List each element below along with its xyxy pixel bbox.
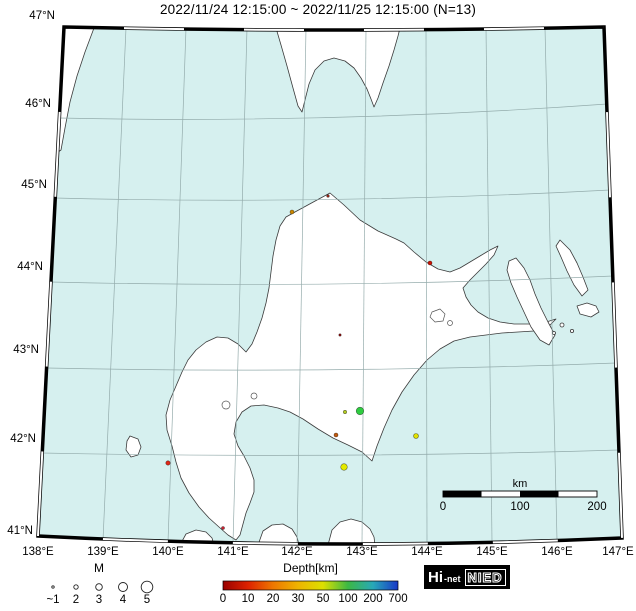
- etorofu-island: [555, 239, 589, 297]
- distance-scalebar: [442, 490, 598, 498]
- logo-net-text: -net: [444, 573, 461, 584]
- magnitude-tick-label: 5: [143, 594, 151, 606]
- magnitude-legend-circles: [51, 580, 154, 594]
- hinet-nied-logo: Hi -net NIED: [424, 565, 510, 589]
- lat-label: 45°N: [21, 179, 47, 191]
- lon-label: 142°E: [281, 546, 313, 558]
- magnitude-legend-circle: [118, 582, 128, 592]
- scalebar-tick-label: 0: [439, 501, 447, 513]
- lat-label: 42°N: [10, 433, 36, 445]
- magnitude-legend-circle: [95, 583, 103, 591]
- magnitude-legend-title: M: [94, 561, 104, 575]
- lat-label: 44°N: [17, 261, 43, 273]
- depth-tick-label: 50: [316, 593, 330, 605]
- shikotan-island: [576, 302, 600, 318]
- magnitude-tick-label: ~1: [46, 594, 60, 606]
- depth-legend-title: Depth[km]: [283, 561, 338, 575]
- magnitude-tick-label: 4: [119, 594, 127, 606]
- quake-marker: [355, 406, 365, 416]
- quake-marker: [338, 333, 342, 337]
- lake: [221, 400, 231, 410]
- lat-label: 47°N: [29, 10, 55, 22]
- magnitude-tick-label: 2: [72, 594, 80, 606]
- lon-label: 145°E: [476, 546, 508, 558]
- magnitude-legend-circle: [140, 580, 154, 594]
- quake-marker: [165, 460, 171, 466]
- quake-marker: [427, 260, 433, 266]
- lat-label: 43°N: [13, 344, 39, 356]
- lon-label: 141°E: [217, 546, 249, 558]
- quake-marker: [340, 463, 348, 471]
- depth-tick-label: 30: [291, 593, 305, 605]
- lon-label: 139°E: [87, 546, 119, 558]
- depth-tick-label: 200: [363, 593, 383, 605]
- epicenter-markers: [165, 194, 433, 530]
- quake-marker: [342, 409, 347, 414]
- quake-marker: [221, 526, 225, 530]
- lon-label: 140°E: [152, 546, 184, 558]
- hokkaido-island: [165, 192, 557, 541]
- magnitude-legend-circle: [73, 584, 79, 590]
- graticule: [41, 27, 620, 545]
- quake-marker: [326, 194, 330, 198]
- islet: [570, 328, 575, 333]
- depth-tick-label: 10: [241, 593, 255, 605]
- depth-colorbar: [222, 580, 399, 591]
- lake: [250, 392, 258, 400]
- scalebar-tick-label: 100: [510, 501, 530, 513]
- lake: [429, 308, 446, 323]
- lake: [447, 320, 453, 326]
- magnitude-tick-label: 3: [95, 594, 103, 606]
- depth-tick-label: 100: [338, 593, 358, 605]
- lon-label: 146°E: [541, 546, 573, 558]
- map-frame: [36, 25, 624, 546]
- islet: [552, 331, 556, 335]
- lon-label: 143°E: [346, 546, 378, 558]
- quake-marker: [289, 209, 295, 215]
- quake-marker: [333, 432, 339, 438]
- scalebar-unit-label: km: [512, 478, 528, 490]
- magnitude-legend-circle: [51, 585, 55, 589]
- page-title: 2022/11/24 12:15:00 ~ 2022/11/25 12:15:0…: [159, 2, 477, 17]
- islet: [559, 322, 565, 328]
- land-group: [57, 27, 600, 545]
- depth-tick-label: 700: [388, 593, 408, 605]
- lon-label: 138°E: [22, 546, 54, 558]
- scalebar-tick-label: 200: [587, 501, 607, 513]
- sakhalin-island: [275, 27, 401, 113]
- lat-label: 41°N: [7, 525, 33, 537]
- logo-hi-text: Hi: [428, 568, 443, 586]
- lon-label: 147°E: [602, 546, 634, 558]
- lat-label: 46°N: [25, 98, 51, 110]
- lon-label: 144°E: [411, 546, 443, 558]
- depth-tick-label: 20: [266, 593, 280, 605]
- depth-tick-label: 0: [219, 593, 227, 605]
- okushiri-island: [125, 435, 142, 458]
- quake-marker: [413, 433, 419, 439]
- logo-nied-text: NIED: [464, 568, 506, 586]
